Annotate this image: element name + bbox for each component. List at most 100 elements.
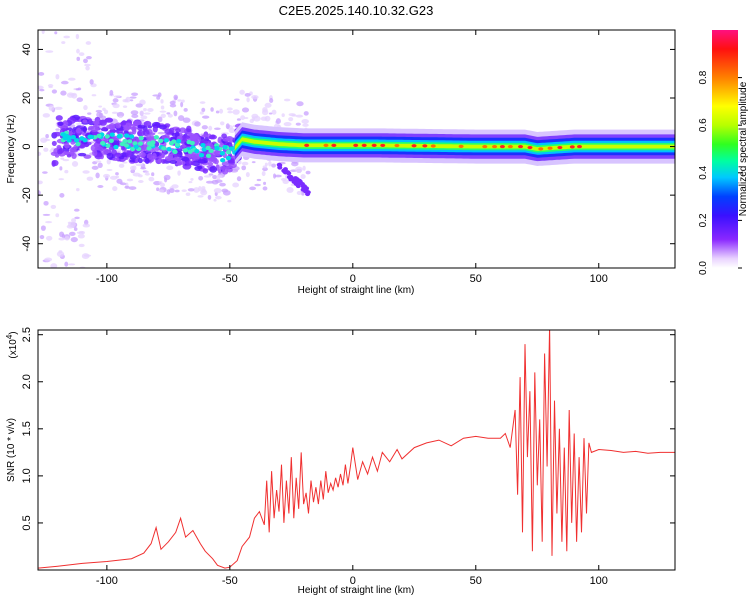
spectrogram-peak [189,140,195,146]
spectrogram-blob [53,148,59,155]
spectrogram-noise [91,94,97,97]
spectrogram-noise [249,186,257,191]
spectrogram-peak [70,135,76,140]
spectrogram-blob [69,147,76,153]
colorbar-tick-label: 0.2 [698,213,709,227]
spectrogram-noise [64,236,70,241]
snr-multiplier: (x104) [5,331,19,358]
spectrogram-noise [130,169,136,174]
spectrogram-blob [67,117,76,124]
spectrogram-noise [77,233,85,239]
spectrogram-blob [175,128,181,133]
spectrogram-noise [302,123,309,127]
spectrogram-noise [56,251,65,257]
spectrogram-blob [115,122,122,129]
spectrogram-peak [123,143,129,148]
spectrogram-blob [51,160,56,167]
spectrogram-blob [101,151,108,155]
spectrogram-noise [129,96,137,99]
spectrogram-noise [305,170,311,175]
spectrogram-noise [281,177,287,182]
spectrogram-noise [181,189,187,193]
spectrogram-noise [126,178,134,182]
spectrogram-noise [38,72,45,76]
spectrogram-blob [101,148,111,153]
spectrogram-peak [323,143,329,147]
spectrogram-noise [244,116,249,119]
spectrogram-noise [71,161,79,167]
spectrogram-noise [131,114,139,119]
spectrogram-noise [143,112,151,115]
spectrogram-noise [78,243,85,248]
spectrogram-noise [177,115,185,121]
spectrogram-blob [161,158,166,164]
spectrogram-noise [38,151,42,157]
spectrogram-peak [79,136,85,141]
spectrogram-noise [83,254,92,257]
spectrogram-noise [261,171,266,177]
spectrogram-noise [78,52,85,57]
spectrogram-noise [75,122,82,126]
spectrogram-blob [82,119,88,124]
x-tick-label: -50 [222,575,238,587]
spectrogram-noise [260,116,268,121]
spectrogram-blob [225,136,234,142]
spectrogram-blob [90,125,99,133]
spectrogram-blob [70,140,76,145]
spectrogram-blob [217,136,223,144]
spectrogram-noise [131,92,139,96]
spectrogram-band [234,137,675,151]
spectrogram-noise [122,161,128,164]
spectrogram-peak [87,134,93,140]
spectrogram-blob [90,144,97,152]
spectrogram-noise [185,192,191,196]
spectrogram-noise [174,189,180,193]
spectrogram-blob [199,140,209,144]
spectrogram-noise [283,98,291,102]
spectrogram-noise [59,166,63,171]
spectrogram-noise [118,115,123,119]
spectrogram-noise [182,117,191,123]
spectrogram-noise [160,99,164,104]
spectrogram-y-ticks: -40 -20 0 20 40 [21,43,675,252]
spectrogram-noise [112,186,118,192]
spectrogram-noise [219,182,226,187]
spectrogram-blob [197,159,207,164]
spectrogram-blob [123,130,129,135]
spectrogram-noise [97,162,103,169]
spectrogram-blob [288,177,294,182]
y-tick-label: 2.0 [21,374,33,389]
spectrogram-peak [158,138,164,144]
x-tick-label: -100 [96,575,118,587]
spectrogram-noise [254,183,261,187]
spectrogram-noise [236,176,242,182]
spectrogram-blob [152,125,158,133]
spectrogram-noise [197,195,204,198]
spectrogram-marks [38,30,675,268]
spectrogram-noise [76,231,82,234]
y-tick-label: 0 [21,144,33,150]
spectrogram-blob [129,159,135,163]
snr-series-line [38,330,675,569]
spectrogram-noise [76,188,80,192]
spectrogram-noise [200,189,208,196]
spectrogram-peak [430,144,436,148]
spectrogram-blob [191,153,201,160]
spectrogram-blob [180,160,186,165]
spectrogram-noise [213,198,217,202]
spectrogram-peak [138,135,144,141]
spectrogram-blob [104,117,114,123]
spectrogram-noise [199,111,204,115]
spectrogram-noise [130,165,135,171]
spectrogram-noise [96,111,103,118]
spectrogram-noise [94,160,102,163]
spectrogram-noise [288,117,294,122]
colorbar-tick-label: 0.6 [698,118,709,132]
spectrogram-peak [60,132,67,137]
spectrogram-peak [153,135,160,140]
spectrogram-noise [264,162,268,167]
spectrogram-noise [86,176,94,181]
spectrogram-peak [113,144,119,150]
spectrogram-blob [164,155,174,162]
spectrogram-peak [225,155,232,161]
